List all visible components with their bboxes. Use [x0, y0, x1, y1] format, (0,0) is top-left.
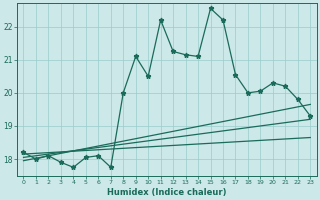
X-axis label: Humidex (Indice chaleur): Humidex (Indice chaleur) — [107, 188, 227, 197]
